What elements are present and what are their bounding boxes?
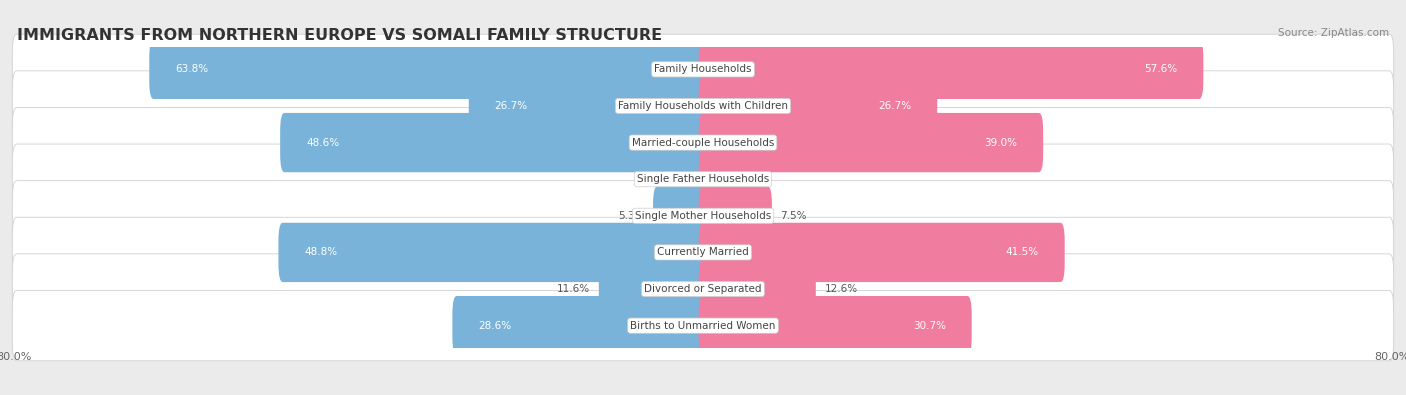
FancyBboxPatch shape [699, 150, 728, 209]
FancyBboxPatch shape [13, 71, 1393, 141]
Text: IMMIGRANTS FROM NORTHERN EUROPE VS SOMALI FAMILY STRUCTURE: IMMIGRANTS FROM NORTHERN EUROPE VS SOMAL… [17, 28, 662, 43]
Text: 57.6%: 57.6% [1144, 64, 1177, 74]
FancyBboxPatch shape [13, 181, 1393, 251]
FancyBboxPatch shape [699, 223, 1064, 282]
Text: 5.3%: 5.3% [619, 211, 644, 221]
FancyBboxPatch shape [699, 186, 772, 245]
Text: 30.7%: 30.7% [912, 321, 946, 331]
Text: Source: ZipAtlas.com: Source: ZipAtlas.com [1278, 28, 1389, 38]
Text: 26.7%: 26.7% [879, 101, 911, 111]
FancyBboxPatch shape [278, 223, 707, 282]
FancyBboxPatch shape [682, 150, 707, 209]
FancyBboxPatch shape [13, 34, 1393, 105]
FancyBboxPatch shape [13, 217, 1393, 288]
Text: 48.6%: 48.6% [307, 137, 339, 148]
Text: 63.8%: 63.8% [176, 64, 208, 74]
FancyBboxPatch shape [699, 113, 1043, 172]
FancyBboxPatch shape [13, 144, 1393, 214]
Text: 39.0%: 39.0% [984, 137, 1018, 148]
FancyBboxPatch shape [599, 260, 707, 319]
FancyBboxPatch shape [468, 76, 707, 135]
Text: Divorced or Separated: Divorced or Separated [644, 284, 762, 294]
Text: 48.8%: 48.8% [304, 247, 337, 258]
FancyBboxPatch shape [149, 40, 707, 99]
Text: 41.5%: 41.5% [1005, 247, 1039, 258]
Text: 2.5%: 2.5% [738, 174, 763, 184]
Text: 26.7%: 26.7% [495, 101, 527, 111]
Text: Married-couple Households: Married-couple Households [631, 137, 775, 148]
Text: 28.6%: 28.6% [478, 321, 512, 331]
FancyBboxPatch shape [13, 290, 1393, 361]
FancyBboxPatch shape [280, 113, 707, 172]
Text: Family Households: Family Households [654, 64, 752, 74]
Text: Single Mother Households: Single Mother Households [636, 211, 770, 221]
FancyBboxPatch shape [13, 107, 1393, 178]
Text: 2.0%: 2.0% [647, 174, 673, 184]
FancyBboxPatch shape [13, 254, 1393, 324]
FancyBboxPatch shape [699, 296, 972, 355]
Text: Currently Married: Currently Married [657, 247, 749, 258]
FancyBboxPatch shape [699, 76, 938, 135]
FancyBboxPatch shape [652, 186, 707, 245]
Text: 7.5%: 7.5% [780, 211, 807, 221]
Text: 12.6%: 12.6% [824, 284, 858, 294]
Text: Births to Unmarried Women: Births to Unmarried Women [630, 321, 776, 331]
Text: Single Father Households: Single Father Households [637, 174, 769, 184]
FancyBboxPatch shape [699, 40, 1204, 99]
Text: 11.6%: 11.6% [557, 284, 591, 294]
FancyBboxPatch shape [699, 260, 815, 319]
FancyBboxPatch shape [453, 296, 707, 355]
Text: Family Households with Children: Family Households with Children [619, 101, 787, 111]
